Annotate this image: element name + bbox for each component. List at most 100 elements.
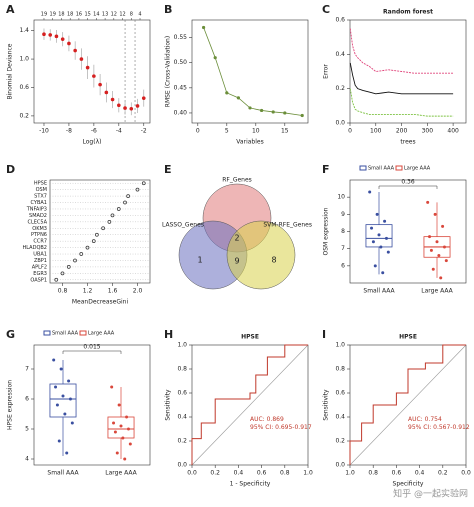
x-tick-label: 15 xyxy=(281,128,289,135)
point xyxy=(431,267,435,271)
point xyxy=(113,430,117,434)
point xyxy=(125,415,129,419)
point xyxy=(85,65,90,70)
y-tick-label: 0.6 xyxy=(335,17,345,24)
point xyxy=(383,219,387,223)
venn-count: 2 xyxy=(234,234,239,243)
x-tick-label: 10 xyxy=(252,128,260,135)
panel-letter: D xyxy=(6,163,15,176)
top-tick-label: 4 xyxy=(138,12,141,18)
category-label: HPSE xyxy=(34,181,47,187)
watermark: 知乎 @一起实验网 xyxy=(393,488,468,500)
point xyxy=(386,250,390,254)
point xyxy=(442,245,446,249)
y-axis-label: HPSE expression xyxy=(7,380,14,430)
y-tick-label: 7 xyxy=(25,366,29,373)
point xyxy=(375,212,379,216)
diagonal xyxy=(191,344,309,466)
top-tick-label: 14 xyxy=(93,12,99,18)
x-tick-label: 0.4 xyxy=(415,470,425,477)
y-tick-label: 0.8 xyxy=(335,366,345,373)
y-tick-label: 1.0 xyxy=(335,342,345,349)
point xyxy=(98,82,102,87)
top-tick-label: 12 xyxy=(119,12,125,18)
x-tick-label: -2 xyxy=(141,128,147,135)
x-tick-label: -10 xyxy=(39,128,49,135)
point xyxy=(116,207,121,211)
category-label: Large AAA xyxy=(421,288,453,295)
x-axis-label: MeanDecreaseGini xyxy=(72,299,129,306)
point xyxy=(426,200,430,204)
x-tick-label: 0.2 xyxy=(438,470,448,477)
bracket xyxy=(378,185,438,189)
x-tick-label: 0 xyxy=(196,128,200,135)
x-tick-label: 0.0 xyxy=(187,470,197,477)
point xyxy=(128,442,132,446)
y-tick-label: 0.4 xyxy=(335,51,345,58)
x-tick-label: 100 xyxy=(370,128,382,135)
point xyxy=(126,427,130,431)
point xyxy=(60,37,65,41)
panel-title: Random forest xyxy=(383,9,433,16)
point xyxy=(63,412,67,416)
point xyxy=(213,56,217,60)
top-tick-label: 16 xyxy=(76,12,82,18)
point xyxy=(370,226,374,230)
y-tick-label: 0.55 xyxy=(174,34,188,41)
y-axis-label: Sensitivity xyxy=(165,389,172,421)
top-tick-label: 8 xyxy=(130,12,133,18)
plot-frame xyxy=(191,344,309,466)
y-tick-label: 5 xyxy=(25,426,29,433)
top-tick-label: 19 xyxy=(41,12,47,18)
x-tick-label: 0.4 xyxy=(234,470,244,477)
venn-set-label: SVM-RFE_Genes xyxy=(263,222,312,229)
category-label: OKM3 xyxy=(32,226,47,232)
p-value: 0.015 xyxy=(83,344,100,351)
y-axis-label: OSM expression xyxy=(323,207,330,255)
x-tick-label: 1.6 xyxy=(108,288,118,295)
y-tick-label: 0.0 xyxy=(335,462,345,469)
point xyxy=(61,394,65,398)
x-axis-label: Specificity xyxy=(393,481,424,488)
x-tick-label: 0.8 xyxy=(58,288,68,295)
venn-set-label: LASSO_Genes xyxy=(162,222,204,229)
point xyxy=(135,187,140,192)
top-tick-label: 18 xyxy=(58,12,64,18)
box xyxy=(49,383,77,418)
point xyxy=(123,200,127,205)
point xyxy=(92,74,96,78)
point xyxy=(115,451,119,455)
venn-count: 8 xyxy=(271,256,276,265)
top-tick-label: 19 xyxy=(50,12,56,18)
x-tick-label: 200 xyxy=(396,128,408,135)
panel-letter: E xyxy=(164,163,172,176)
legend-label: Small AAA xyxy=(52,331,79,337)
category-label: SMAD2 xyxy=(29,213,47,219)
point xyxy=(444,259,448,263)
auc-label: AUC: 0.869 xyxy=(250,416,284,423)
y-tick-label: 0.40 xyxy=(174,109,188,116)
top-tick-label: 13 xyxy=(102,12,108,18)
y-tick-label: 4 xyxy=(25,456,29,463)
top-tick-label: 18 xyxy=(67,12,73,18)
y-tick-label: 1.0 xyxy=(19,56,29,63)
point xyxy=(371,240,375,244)
y-tick-label: 8 xyxy=(341,228,345,235)
auc-label: AUC: 0.754 xyxy=(408,416,442,423)
legend-swatch xyxy=(395,165,403,171)
p-value: 0.36 xyxy=(401,179,415,186)
point xyxy=(112,421,116,425)
point xyxy=(104,90,109,95)
point xyxy=(439,276,443,280)
category-label: TNFAIP3 xyxy=(26,206,47,212)
x-axis-label: trees xyxy=(400,139,415,146)
point xyxy=(202,25,206,30)
legend-label: Large AAA xyxy=(88,331,115,337)
point xyxy=(428,235,432,239)
point xyxy=(59,367,63,371)
point xyxy=(55,403,59,407)
panel-letter: G xyxy=(6,328,15,341)
y-tick-label: 0.8 xyxy=(177,366,187,373)
venn-count: 1 xyxy=(197,256,202,265)
